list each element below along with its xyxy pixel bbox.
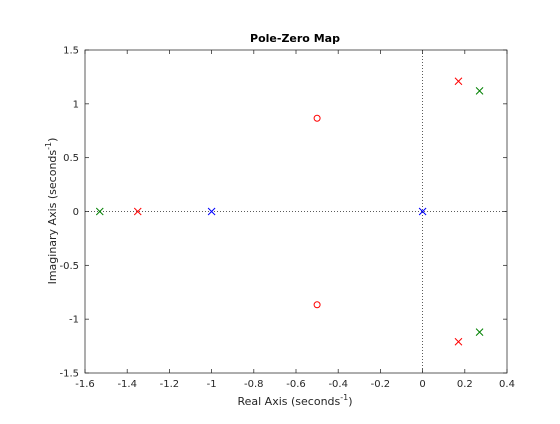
pole-marker: [133, 207, 142, 216]
pole-marker: [95, 207, 104, 216]
x-tick-label: -1.6: [75, 379, 95, 390]
x-axis-label-superscript: -1: [340, 393, 348, 402]
pole-marker: [207, 207, 216, 216]
pole-marker: [454, 77, 463, 86]
y-tick-label: 0.5: [63, 153, 79, 164]
x-tick-label: -0.6: [286, 379, 306, 390]
zero-marker: [313, 114, 321, 122]
x-tick-label: -1.2: [160, 379, 180, 390]
pole-marker: [475, 87, 484, 95]
y-tick-label: -1: [69, 315, 79, 326]
y-tick-label: -0.5: [59, 261, 79, 272]
chart-title: Pole-Zero Map: [250, 32, 340, 45]
x-axis-label: Real Axis (seconds-1): [237, 393, 352, 408]
pole-marker: [475, 328, 484, 336]
y-axis-label-close: ): [46, 138, 59, 142]
x-tick-label: -0.2: [371, 379, 391, 390]
y-axis-label-superscript: -1: [44, 142, 53, 150]
x-tick-label: 0.4: [499, 379, 515, 390]
y-tick-label: 1: [73, 99, 79, 110]
y-tick-label: 1.5: [63, 46, 79, 57]
x-tick-label: -1: [207, 379, 217, 390]
zero-marker: [313, 301, 321, 309]
x-tick-label: 0.2: [457, 379, 473, 390]
y-axis-label-text: Imaginary Axis (seconds: [46, 150, 59, 285]
x-tick-label: 0: [419, 379, 425, 390]
y-tick-label: -1.5: [59, 369, 79, 380]
plot-area: -1.6 -1.4 -1.2 -1 -0.8 -0.6 -0.4 -0.2 0 0.2 0.4 -1.…: [59, 46, 514, 391]
x-tick-label: -0.8: [244, 379, 264, 390]
x-tick-label: -0.4: [328, 379, 348, 390]
y-tick-label: 0: [73, 207, 79, 218]
pole-marker: [454, 337, 463, 346]
pole-marker: [418, 207, 427, 216]
x-axis-label-text: Real Axis (seconds: [237, 395, 340, 408]
y-axis-label: Imaginary Axis (seconds-1): [44, 138, 59, 285]
x-axis-label-close: ): [348, 395, 352, 408]
x-tick-label: -1.4: [117, 379, 137, 390]
